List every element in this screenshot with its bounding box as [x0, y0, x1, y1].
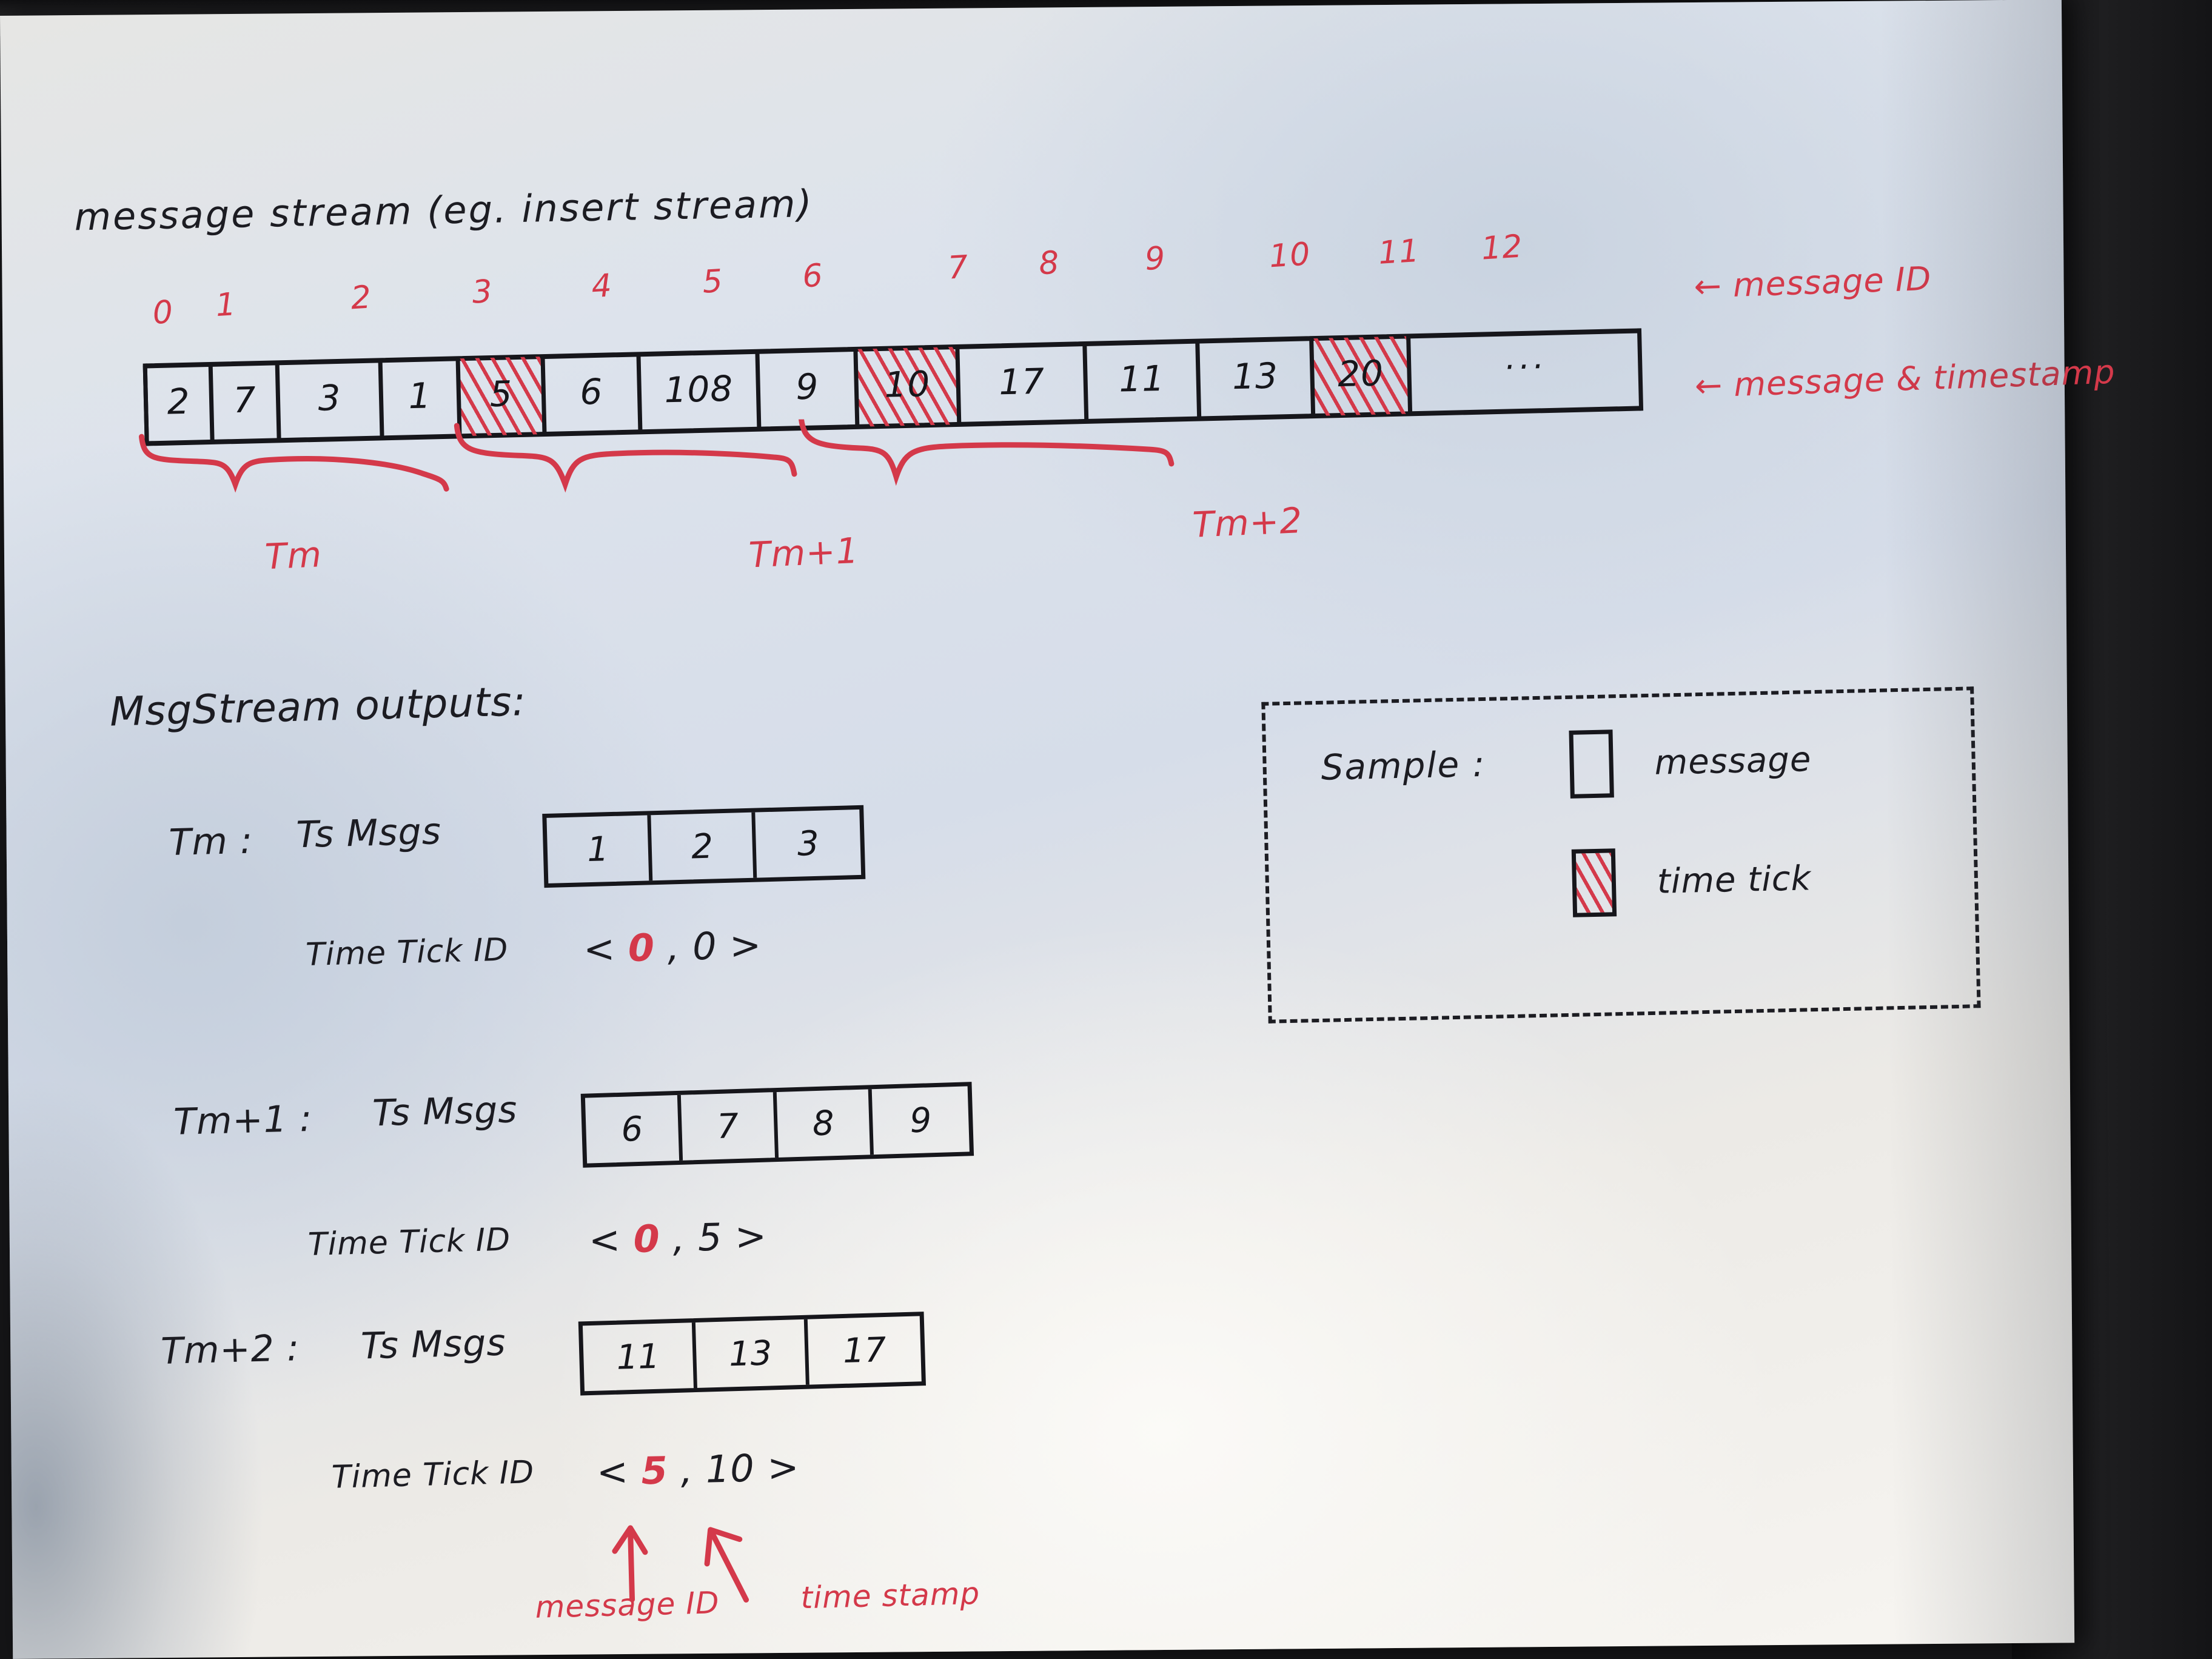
timetick-label-tm2: Time Tick ID — [331, 1454, 535, 1496]
stream-index-5: 5 — [701, 263, 725, 301]
stream-index-4: 4 — [590, 267, 614, 306]
stream-index-8: 8 — [1037, 244, 1061, 283]
timetick-swatch-icon — [1571, 848, 1617, 917]
output-msgs-box-tm: 1 2 3 — [542, 805, 866, 888]
timetick-comma: , — [680, 1447, 694, 1492]
ink-layer: message stream (eg. insert stream) 0 1 2… — [73, 181, 2116, 1625]
timetick-message-id: 0 — [627, 925, 655, 971]
output-msg-cell[interactable]: 3 — [797, 823, 820, 864]
timetick-timestamp: 10 — [705, 1446, 756, 1492]
stream-cell-11[interactable]: 13 — [1195, 338, 1312, 419]
output-msgs-box-tm1: 6 7 8 9 — [580, 1082, 974, 1168]
stream-cell-value: 11 — [1118, 357, 1165, 400]
legend-title: Sample : — [1320, 743, 1486, 788]
legend-box: Sample : message time tick — [1261, 686, 1981, 1024]
output-msgs-label-tm: Ts Msgs — [295, 810, 442, 857]
stream-index-10: 10 — [1268, 236, 1312, 275]
message-id-annotation: ← message ID — [1693, 259, 1932, 306]
brace-label-tm: Tm — [264, 534, 323, 578]
timetick-value-tm1: < 0 , 5 > — [588, 1214, 768, 1262]
stream-cell-value: 13 — [1232, 355, 1279, 398]
bottom-pointer-arrows — [612, 1525, 749, 1603]
output-msgs-label-tm1: Ts Msgs — [372, 1088, 518, 1135]
timetick-label-tm1: Time Tick ID — [307, 1221, 511, 1263]
stream-index-12: 12 — [1480, 228, 1524, 267]
brace-label-tm1: Tm+1 — [748, 529, 860, 576]
page-title: message stream (eg. insert stream) — [73, 181, 814, 240]
timetick-value-tm2: < 5 , 10 > — [596, 1445, 800, 1494]
message-swatch-icon — [1569, 729, 1614, 799]
timetick-message-id: 0 — [632, 1216, 661, 1262]
stream-cell-value: 9 — [795, 366, 820, 408]
timetick-close: > — [734, 1213, 768, 1259]
output-msgs-box-tm2: 11 13 17 — [578, 1312, 927, 1396]
output-msg-cell[interactable]: 8 — [776, 1089, 874, 1158]
output-msg-cell[interactable]: 6 — [585, 1094, 683, 1164]
pointer-note-message-id: message ID — [534, 1585, 720, 1625]
legend-label: message — [1654, 739, 1812, 783]
timetick-timestamp: 0 — [692, 923, 718, 969]
output-msg-cell[interactable]: 1 — [546, 815, 653, 883]
stream-index-3: 3 — [471, 273, 494, 311]
stream-index-9: 9 — [1144, 240, 1167, 278]
stream-cell-ellipsis: ... — [1406, 330, 1644, 414]
timetick-value-tm: < 0 , 0 > — [583, 923, 762, 971]
stream-cell-value: 3 — [317, 377, 342, 419]
stream-cell-value: 1 — [407, 375, 432, 417]
stream-cell-7[interactable]: 9 — [755, 349, 856, 429]
output-group-name-tm2: Tm+2 : — [160, 1327, 300, 1373]
stream-cell-12-timetick[interactable]: 20 — [1309, 336, 1409, 417]
output-msg-cell[interactable]: 13 — [695, 1319, 809, 1388]
timetick-open: < — [595, 1449, 629, 1495]
output-group-name-tm: Tm : — [168, 819, 253, 865]
output-msg-cell[interactable]: 17 — [842, 1330, 887, 1371]
output-group-name-tm1: Tm+1 : — [173, 1098, 313, 1144]
stream-index-2: 2 — [349, 279, 373, 317]
output-msgs-label-tm2: Ts Msgs — [360, 1321, 507, 1368]
timetick-message-id: 5 — [640, 1448, 669, 1493]
legend-row-message: message — [1569, 725, 1812, 799]
output-msg-cell[interactable]: 7 — [680, 1092, 779, 1161]
stream-index-0: 0 — [152, 293, 175, 332]
timetick-open: < — [588, 1217, 622, 1262]
timetick-timestamp: 5 — [697, 1215, 723, 1260]
legend-row-timetick: time tick — [1571, 844, 1812, 917]
stream-cell-value: 6 — [579, 370, 604, 413]
brace-label-tm2: Tm+2 — [1191, 500, 1304, 546]
stream-index-6: 6 — [801, 257, 825, 295]
stream-cell-value: 5 — [489, 373, 514, 415]
outputs-heading: MsgStream outputs: — [109, 678, 527, 736]
stream-cell-value: 7 — [232, 379, 257, 421]
stream-cell-8-timetick[interactable]: 10 — [853, 347, 957, 427]
paper-sheet: message stream (eg. insert stream) 0 1 2… — [0, 0, 2074, 1659]
timetick-open: < — [583, 926, 617, 972]
timetick-comma: , — [672, 1215, 686, 1261]
stream-cell-value: 17 — [998, 360, 1045, 403]
stream-cell-value: 108 — [663, 367, 734, 411]
timetick-comma: , — [666, 925, 681, 970]
stream-cell-value: 2 — [166, 380, 191, 423]
stream-group-braces — [138, 415, 1175, 493]
stream-cell-9[interactable]: 17 — [955, 344, 1085, 424]
message-timestamp-annotation: ← message & timestamp — [1694, 352, 2116, 406]
stream-cell-10[interactable]: 11 — [1082, 341, 1198, 422]
stream-cell-value: 10 — [883, 363, 931, 406]
stream-index-1: 1 — [214, 286, 238, 324]
output-msg-cell[interactable]: 2 — [651, 812, 757, 881]
pointer-note-timestamp: time stamp — [800, 1575, 980, 1616]
timetick-label-tm: Time Tick ID — [305, 931, 509, 973]
stream-index-11: 11 — [1377, 232, 1421, 272]
output-msg-cell[interactable]: 11 — [582, 1322, 697, 1392]
timetick-close: > — [766, 1444, 800, 1490]
stream-cell-value: ... — [1505, 338, 1548, 377]
stream-index-7: 7 — [947, 249, 970, 287]
stream-cell-value: 20 — [1337, 352, 1384, 395]
timetick-close: > — [729, 922, 763, 968]
output-msg-cell[interactable]: 9 — [909, 1100, 933, 1141]
legend-label: time tick — [1657, 858, 1812, 902]
